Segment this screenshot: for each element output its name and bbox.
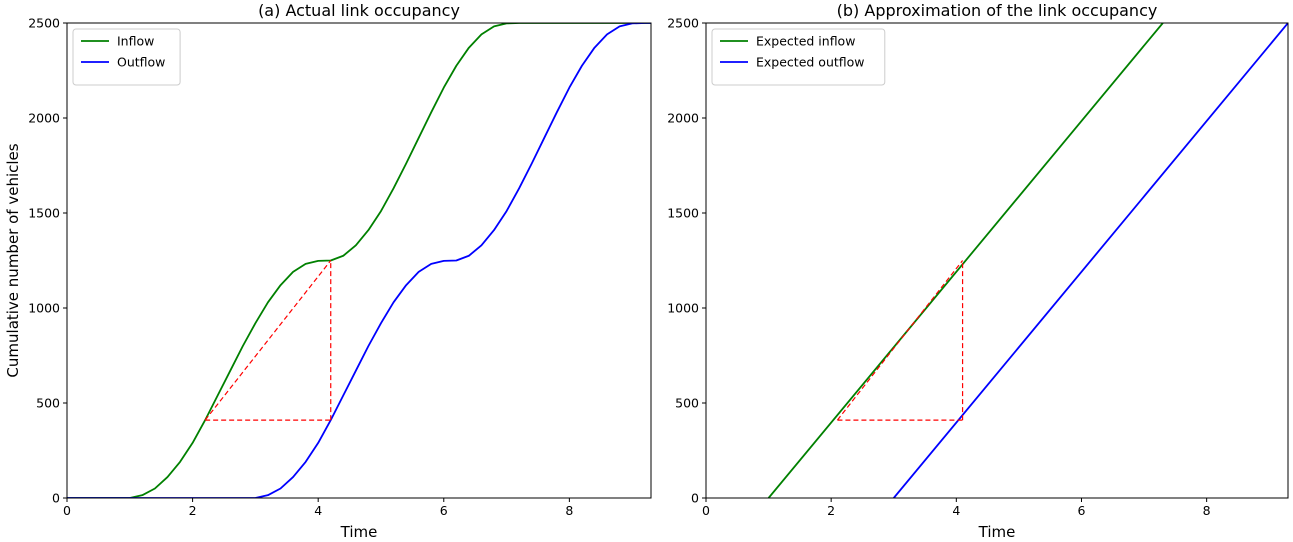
panel-a-x-tick-label-8: 8 xyxy=(565,503,573,518)
panel-b-x-axis-label: Time xyxy=(978,523,1016,541)
panel-a-series-outflow-line xyxy=(67,23,651,498)
panel-b: 0 2 4 6 8 0 500 1000 1500 2000 2500 (b) Approximati… xyxy=(667,1,1289,541)
panel-b-series-expected-outflow-line xyxy=(893,23,1288,498)
panel-b-x-tick-label-8: 8 xyxy=(1203,503,1211,518)
panel-a-axes-frame xyxy=(66,22,652,499)
panel-b-legend-label-expected-outflow: Expected outflow xyxy=(756,55,865,70)
panel-b-legend: Expected inflow Expected outflow xyxy=(711,28,886,86)
panel-b-axes-frame xyxy=(705,22,1289,499)
panel-b-legend-label-expected-inflow: Expected inflow xyxy=(756,34,855,49)
panel-a-y-tick-label-500: 500 xyxy=(36,396,60,411)
panel-b-series-expected-inflow-line xyxy=(767,23,1164,498)
panel-a-y-tick-label-0: 0 xyxy=(52,491,60,506)
panel-b-y-tick-label-1500: 1500 xyxy=(667,206,699,221)
panel-a-y-tick-label-2500: 2500 xyxy=(28,16,60,31)
panel-a-y-axis-label: Cumulative number of vehicles xyxy=(4,143,22,377)
panel-b-x-tick-label-0: 0 xyxy=(702,503,710,518)
panel-b-y-tick-label-2500: 2500 xyxy=(667,16,699,31)
panel-a-x-tick-label-4: 4 xyxy=(314,503,322,518)
panel-a-legend-label-inflow: Inflow xyxy=(117,34,154,49)
panel-a-title: (a) Actual link occupancy xyxy=(258,1,460,20)
panel-a-x-axis-label: Time xyxy=(340,523,378,541)
panel-a-x-tick-label-0: 0 xyxy=(63,503,71,518)
panel-b-annotation-dashed-line-1 xyxy=(836,260,964,421)
panel-b-y-tick-label-500: 500 xyxy=(675,396,699,411)
panel-a-y-tick-label-1500: 1500 xyxy=(28,206,60,221)
panel-b-x-tick-label-4: 4 xyxy=(952,503,960,518)
panel-a-series-inflow-line xyxy=(67,23,651,498)
panel-a-x-tick-label-6: 6 xyxy=(440,503,448,518)
panel-b-x-tick-label-6: 6 xyxy=(1078,503,1086,518)
panel-a-y-tick-label-1000: 1000 xyxy=(28,301,60,316)
panel-a: 0 2 4 6 8 0 500 1000 1500 2000 2500 (a) Actual link… xyxy=(4,1,652,541)
panel-a-y-tick-label-2000: 2000 xyxy=(28,111,60,126)
panel-b-y-tick-label-1000: 1000 xyxy=(667,301,699,316)
panel-a-legend-box xyxy=(72,28,181,86)
panel-b-y-tick-label-2000: 2000 xyxy=(667,111,699,126)
panel-b-x-tick-label-2: 2 xyxy=(827,503,835,518)
panel-a-legend: Inflow Outflow xyxy=(72,28,181,86)
panel-a-legend-label-outflow: Outflow xyxy=(117,55,165,70)
panel-b-legend-box xyxy=(711,28,886,86)
panel-b-title: (b) Approximation of the link occupancy xyxy=(837,1,1158,20)
panel-a-annotation-dashed-line-1 xyxy=(204,260,332,421)
panel-b-y-tick-label-0: 0 xyxy=(691,491,699,506)
panel-a-x-tick-label-2: 2 xyxy=(189,503,197,518)
